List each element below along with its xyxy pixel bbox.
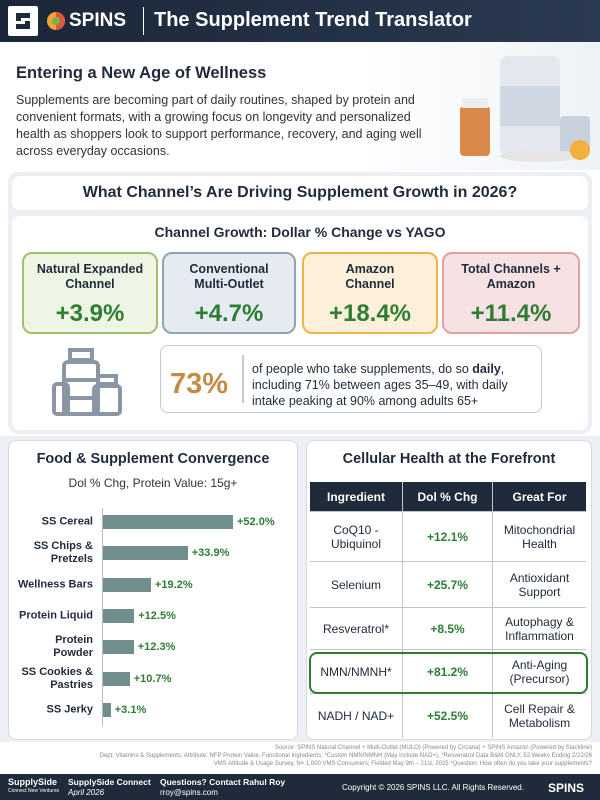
axis-line <box>102 508 103 726</box>
bar <box>103 577 151 592</box>
stat-text: of people who take supplements, do so <box>252 362 473 376</box>
value-label: +52.0% <box>237 516 275 528</box>
stat-value: 73% <box>170 368 229 400</box>
bar <box>103 671 130 686</box>
cell: Cell Repair & Metabolism <box>492 694 586 738</box>
footer-logo: SPINS <box>548 781 585 795</box>
y-tick-label: Protein Liquid <box>19 609 93 622</box>
bar <box>103 640 134 655</box>
cell: Resveratrol* <box>310 608 402 650</box>
cell: Selenium <box>310 562 402 608</box>
card-name: Total Channels + Amazon <box>461 262 561 291</box>
cell: Mitochondrial Health <box>492 512 586 562</box>
card-name: Conventional Multi-Outlet <box>189 262 269 291</box>
source: Source: SPINS Natural Channel + Multi-Ou… <box>100 744 592 768</box>
value-label: +3.1% <box>114 703 147 716</box>
y-tick-label: SS Chips & Pretzels <box>33 540 93 566</box>
bar <box>103 702 111 717</box>
logo-text: SPINS <box>69 10 127 31</box>
logo-icon <box>47 12 65 30</box>
y-tick-label: SS Cookies & Pastries <box>21 665 93 691</box>
card-value: +11.4% <box>470 300 552 327</box>
card-value: +18.4% <box>328 300 412 327</box>
value-label: +12.3% <box>137 641 176 654</box>
chart-subtitle: Dol % Chg, Protein Value: 15g+ <box>68 476 238 490</box>
cell: +25.7% <box>402 562 492 608</box>
value-label: +19.2% <box>155 578 193 591</box>
table-header: Dol % Chg <box>402 482 492 512</box>
y-tick-label: SS Jerky <box>46 703 93 716</box>
table-header: Ingredient <box>310 482 402 512</box>
chart-panel <box>8 440 298 740</box>
cell: CoQ10 - Ubiquinol <box>310 512 402 562</box>
cell: +12.1% <box>402 512 492 562</box>
card-name: Natural Expanded Channel <box>36 262 144 291</box>
footer-brand-sub: Connect New Ventures <box>8 788 60 794</box>
chart-title: Food & Supplement Convergence <box>36 451 270 467</box>
footer-contact: Questions? Contact Rahul Roy <box>160 777 286 787</box>
cell: +52.5% <box>402 694 492 738</box>
bar <box>103 546 188 561</box>
cell: +8.5% <box>402 608 492 650</box>
table: Ingredient Dol % Chg Great For CoQ10 - Ubi… <box>310 482 586 738</box>
channel-card: Natural Expanded Channel +3.9% <box>22 252 158 334</box>
y-tick-label: Wellness Bars <box>17 578 93 591</box>
value-label: +10.7% <box>133 672 172 685</box>
channel-subtitle: Channel Growth: Dollar % Change vs YAGO <box>154 224 446 240</box>
card-value: +4.7% <box>194 300 264 327</box>
y-tick-label: SS Cereal <box>41 515 93 528</box>
stat-emphasis: daily <box>472 362 501 376</box>
footer-brand: SupplySide <box>8 777 58 787</box>
footer-event: SupplySide Connect <box>68 777 151 787</box>
card-name: Amazon Channel <box>345 262 395 291</box>
source-line: Source: SPINS Natural Channel + Multi-Ou… <box>274 745 592 751</box>
cell: Autophagy & Inflammation <box>492 608 586 650</box>
stat-box <box>160 345 542 413</box>
source-line: Dept: Vitamins & Supplements, Attribute:… <box>99 753 592 759</box>
card-value: +3.9% <box>55 300 125 327</box>
table-header: Great For <box>492 482 586 512</box>
footer-date: April 2026 <box>68 788 105 797</box>
cell: NADH / NAD+ <box>317 709 395 723</box>
menu-logo <box>8 6 38 36</box>
footer: SupplySide Connect New Ventures SupplySi… <box>0 774 600 800</box>
table-title: Cellular Health at the Forefront <box>342 451 556 467</box>
bottles-icon <box>52 348 122 416</box>
footer-copyright: Copyright © 2026 SPINS LLC. All Rights R… <box>342 783 524 792</box>
intro-text: Supplements are becoming part of daily r… <box>16 93 422 158</box>
cell: Anti-Aging (Precursor) <box>492 650 586 694</box>
bar <box>103 515 233 529</box>
source-line: VMS Attitude & Usage Survey, N= 1,000 VM… <box>213 761 592 767</box>
row-highlight <box>309 652 588 694</box>
cell: Antioxidant Support <box>492 562 586 608</box>
page-title: The Supplement Trend Translator <box>154 9 472 31</box>
bar <box>103 608 135 623</box>
channel-card: Total Channels + Amazon +11.4% <box>442 252 580 334</box>
channel-card: Amazon Channel +18.4% <box>302 252 438 334</box>
channel-card: Conventional Multi-Outlet +4.7% <box>162 252 296 334</box>
intro-title: Entering a New Age of Wellness <box>16 64 267 82</box>
header: SPINS The Supplement Trend Translator <box>0 0 600 42</box>
value-label: +12.5% <box>138 609 176 622</box>
section-title: What Channel’s Are Driving Supplement Gr… <box>12 176 588 210</box>
value-label: +33.9% <box>191 547 230 560</box>
stat-text: of people who take supplements, do so da… <box>252 361 540 409</box>
footer-email: rroy@spins.com <box>160 788 218 797</box>
illustration <box>460 56 590 162</box>
y-tick-label: Protein Powder <box>53 634 93 660</box>
stat-text: , including 71% between ages 35–49, with… <box>252 362 508 408</box>
